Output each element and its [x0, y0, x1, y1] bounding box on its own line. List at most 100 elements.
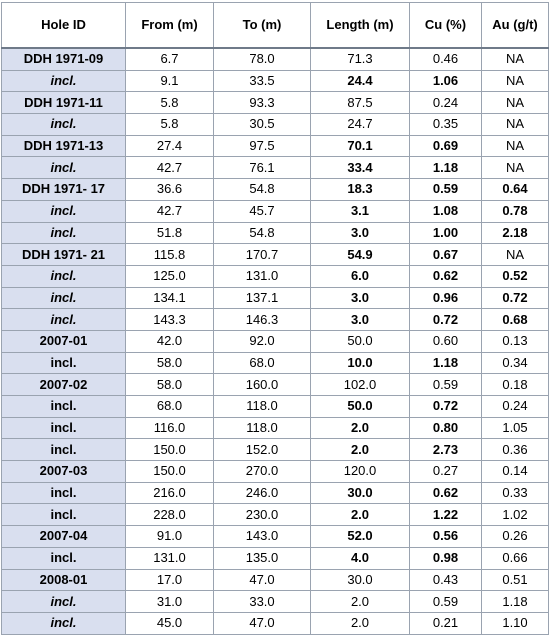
- length-cell: 52.0: [310, 525, 410, 548]
- table-row: incl. 45.0 47.0 2.0 0.21 1.10: [1, 611, 549, 635]
- au-cell: NA: [481, 69, 549, 93]
- hole-id-cell: incl.: [1, 503, 126, 527]
- from-cell: 125.0: [125, 264, 214, 288]
- to-cell: 143.0: [213, 525, 311, 548]
- hole-id-cell: 2008-01: [1, 568, 126, 592]
- au-cell: 0.36: [481, 438, 549, 462]
- from-cell: 91.0: [125, 525, 214, 548]
- cu-cell: 1.06: [409, 69, 482, 93]
- hole-id-cell: 2007-04: [1, 525, 126, 548]
- cu-cell: 2.73: [409, 438, 482, 462]
- cu-cell: 1.18: [409, 351, 482, 375]
- col-header-length: Length (m): [310, 2, 410, 49]
- hole-id-cell: incl.: [1, 590, 126, 613]
- length-cell: 2.0: [310, 590, 410, 613]
- table-row: 2007-01 42.0 92.0 50.0 0.60 0.13: [1, 329, 549, 353]
- to-cell: 54.8: [213, 178, 311, 201]
- hole-id-cell: incl.: [1, 438, 126, 462]
- au-cell: 0.34: [481, 351, 549, 375]
- to-cell: 160.0: [213, 373, 311, 396]
- cu-cell: 0.35: [409, 113, 482, 136]
- from-cell: 228.0: [125, 503, 214, 527]
- table-body: DDH 1971-09 6.7 78.0 71.3 0.46 NA incl. 9.1 33.5…: [1, 47, 549, 635]
- au-cell: NA: [481, 47, 549, 71]
- to-cell: 45.7: [213, 199, 311, 223]
- table-row: 2007-03 150.0 270.0 120.0 0.27 0.14: [1, 460, 549, 483]
- hole-id-cell: incl.: [1, 286, 126, 310]
- au-cell: 0.33: [481, 481, 549, 505]
- from-cell: 58.0: [125, 351, 214, 375]
- cu-cell: 0.56: [409, 525, 482, 548]
- table-row: DDH 1971- 21 115.8 170.7 54.9 0.67 NA: [1, 243, 549, 266]
- length-cell: 2.0: [310, 611, 410, 635]
- to-cell: 30.5: [213, 113, 311, 136]
- cu-cell: 0.69: [409, 134, 482, 158]
- to-cell: 33.5: [213, 69, 311, 93]
- hole-id-cell: incl.: [1, 308, 126, 331]
- length-cell: 3.0: [310, 221, 410, 245]
- table-row: incl. 9.1 33.5 24.4 1.06 NA: [1, 69, 549, 93]
- cu-cell: 0.98: [409, 546, 482, 570]
- hole-id-cell: incl.: [1, 264, 126, 288]
- cu-cell: 0.60: [409, 329, 482, 353]
- length-cell: 50.0: [310, 395, 410, 418]
- cu-cell: 0.62: [409, 481, 482, 505]
- col-header-from: From (m): [125, 2, 214, 49]
- table-row: DDH 1971-09 6.7 78.0 71.3 0.46 NA: [1, 47, 549, 71]
- au-cell: 0.72: [481, 286, 549, 310]
- length-cell: 54.9: [310, 243, 410, 266]
- to-cell: 47.0: [213, 568, 311, 592]
- from-cell: 68.0: [125, 395, 214, 418]
- to-cell: 135.0: [213, 546, 311, 570]
- au-cell: 0.68: [481, 308, 549, 331]
- au-cell: 1.18: [481, 590, 549, 613]
- length-cell: 120.0: [310, 460, 410, 483]
- au-cell: 2.18: [481, 221, 549, 245]
- cu-cell: 0.72: [409, 308, 482, 331]
- hole-id-cell: incl.: [1, 351, 126, 375]
- cu-cell: 0.24: [409, 91, 482, 115]
- table-row: incl. 150.0 152.0 2.0 2.73 0.36: [1, 438, 549, 462]
- from-cell: 150.0: [125, 438, 214, 462]
- au-cell: 0.66: [481, 546, 549, 570]
- hole-id-cell: DDH 1971-13: [1, 134, 126, 158]
- hole-id-cell: incl.: [1, 113, 126, 136]
- cu-cell: 0.21: [409, 611, 482, 635]
- table-row: incl. 68.0 118.0 50.0 0.72 0.24: [1, 395, 549, 418]
- from-cell: 42.0: [125, 329, 214, 353]
- to-cell: 118.0: [213, 395, 311, 418]
- length-cell: 50.0: [310, 329, 410, 353]
- from-cell: 115.8: [125, 243, 214, 266]
- au-cell: 0.26: [481, 525, 549, 548]
- to-cell: 33.0: [213, 590, 311, 613]
- length-cell: 87.5: [310, 91, 410, 115]
- from-cell: 134.1: [125, 286, 214, 310]
- hole-id-cell: DDH 1971-11: [1, 91, 126, 115]
- length-cell: 3.0: [310, 286, 410, 310]
- table-row: incl. 51.8 54.8 3.0 1.00 2.18: [1, 221, 549, 245]
- to-cell: 170.7: [213, 243, 311, 266]
- table-row: incl. 143.3 146.3 3.0 0.72 0.68: [1, 308, 549, 331]
- au-cell: NA: [481, 134, 549, 158]
- to-cell: 246.0: [213, 481, 311, 505]
- hole-id-cell: incl.: [1, 546, 126, 570]
- hole-id-cell: incl.: [1, 611, 126, 635]
- to-cell: 78.0: [213, 47, 311, 71]
- cu-cell: 1.00: [409, 221, 482, 245]
- to-cell: 152.0: [213, 438, 311, 462]
- header-row: Hole ID From (m) To (m) Length (m) Cu (%…: [1, 2, 549, 49]
- from-cell: 17.0: [125, 568, 214, 592]
- from-cell: 5.8: [125, 113, 214, 136]
- au-cell: 1.05: [481, 416, 549, 440]
- to-cell: 47.0: [213, 611, 311, 635]
- table-row: incl. 134.1 137.1 3.0 0.96 0.72: [1, 286, 549, 310]
- to-cell: 68.0: [213, 351, 311, 375]
- from-cell: 143.3: [125, 308, 214, 331]
- length-cell: 4.0: [310, 546, 410, 570]
- hole-id-cell: 2007-02: [1, 373, 126, 396]
- cu-cell: 0.46: [409, 47, 482, 71]
- from-cell: 31.0: [125, 590, 214, 613]
- table-row: incl. 31.0 33.0 2.0 0.59 1.18: [1, 590, 549, 613]
- to-cell: 76.1: [213, 156, 311, 180]
